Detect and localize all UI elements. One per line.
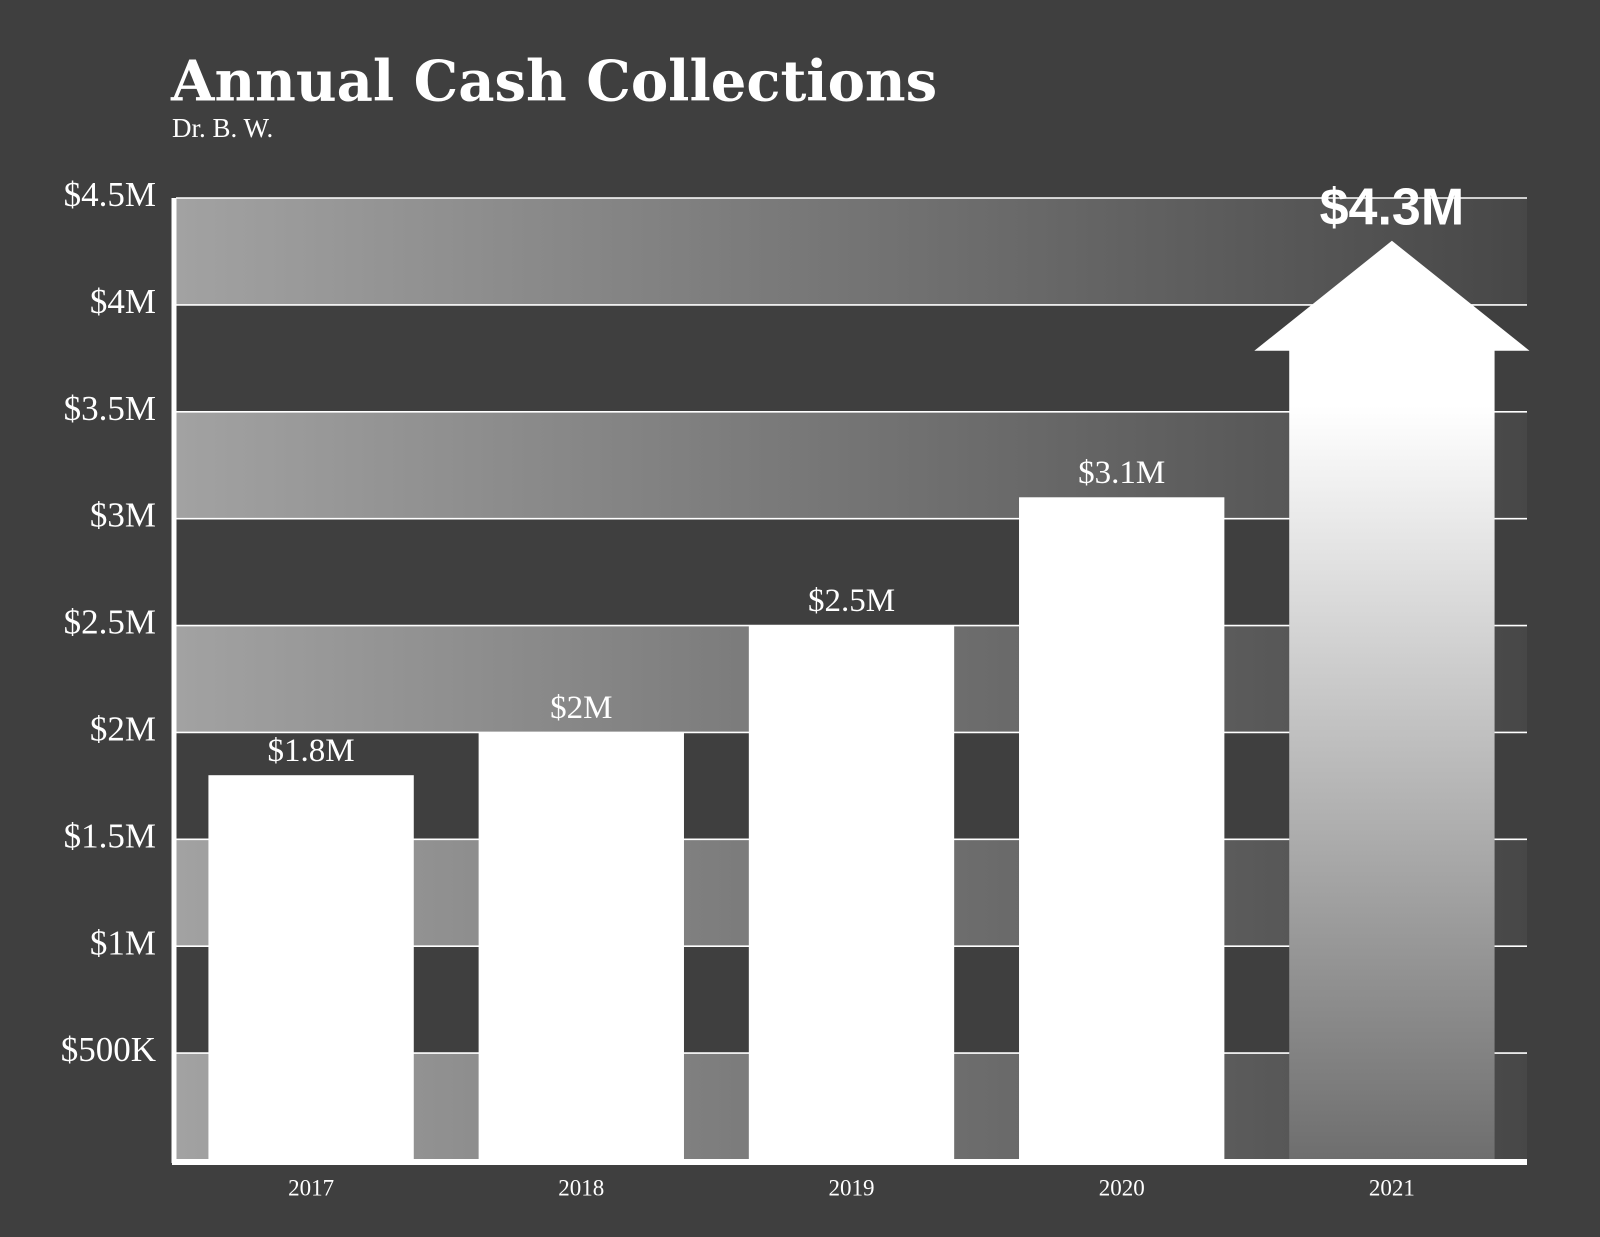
chart-title: Annual Cash Collections xyxy=(170,49,937,115)
background-band xyxy=(176,198,1527,305)
y-tick-label: $3.5M xyxy=(64,389,156,428)
x-tick-label: 2021 xyxy=(1369,1175,1415,1200)
bar xyxy=(748,625,955,1160)
y-tick-label: $500K xyxy=(61,1030,156,1069)
chart-subtitle: Dr. B. W. xyxy=(172,113,273,143)
x-tick-label: 2019 xyxy=(829,1175,875,1200)
y-tick-label: $1.5M xyxy=(64,816,156,855)
x-tick-label: 2017 xyxy=(288,1175,334,1200)
y-tick-label: $4M xyxy=(90,282,156,321)
y-tick-label: $2.5M xyxy=(64,603,156,642)
y-tick-label: $3M xyxy=(90,496,156,535)
value-label: $3.1M xyxy=(1078,455,1165,491)
y-tick-label: $1M xyxy=(90,923,156,962)
y-tick-label: $2M xyxy=(90,709,156,748)
value-label: $2M xyxy=(550,690,612,726)
arrow-bar xyxy=(1254,240,1530,1160)
value-label: $2.5M xyxy=(808,583,895,619)
x-tick-label: 2020 xyxy=(1099,1175,1145,1200)
bar xyxy=(478,732,684,1160)
bar xyxy=(1019,497,1225,1160)
y-tick-label: $4.5M xyxy=(64,175,156,214)
value-label: $1.8M xyxy=(268,733,355,769)
bar xyxy=(208,775,414,1160)
x-tick-label: 2018 xyxy=(558,1175,604,1200)
value-label: $4.3M xyxy=(1320,178,1465,236)
